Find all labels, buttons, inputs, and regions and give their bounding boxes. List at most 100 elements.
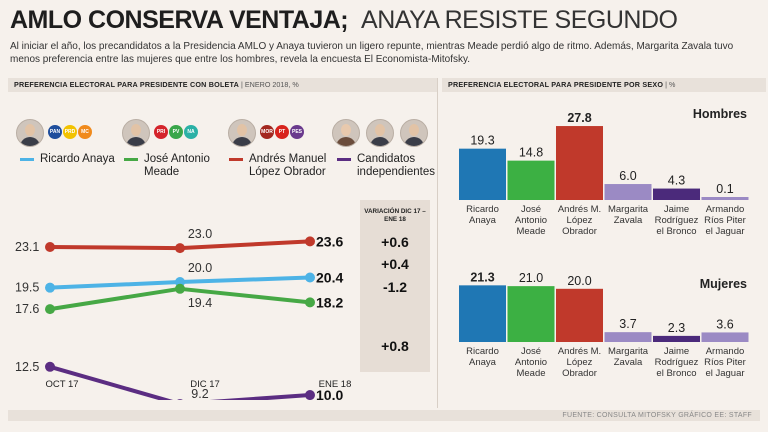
legend-swatch xyxy=(124,158,138,161)
bar xyxy=(507,286,555,342)
bar-category-label: Margarita xyxy=(608,204,649,215)
x-tick-label: OCT 17 xyxy=(45,379,78,390)
bar-category-label: Andrés M. xyxy=(558,204,601,215)
bar-category-label: Antonio xyxy=(515,357,547,368)
left-header-title: PREFERENCIA ELECTORAL PARA PRESIDENTE CO… xyxy=(14,80,239,89)
intro-text: Al iniciar el año, los precandidatos a l… xyxy=(10,41,734,65)
data-label: 19.5 xyxy=(15,281,39,295)
zavala-portrait xyxy=(332,119,360,147)
bar xyxy=(556,288,603,342)
bar-category-label: Meade xyxy=(516,226,545,237)
party-logo-icon: PAN xyxy=(48,125,62,139)
bar-value-label: 2.3 xyxy=(668,321,685,335)
meade-portrait xyxy=(122,119,150,147)
data-point xyxy=(305,390,315,400)
anaya-portrait xyxy=(16,119,44,147)
bar-value-label: 14.8 xyxy=(519,146,543,160)
bar-category-label: Obrador xyxy=(562,226,597,237)
variation-independientes: +0.8 xyxy=(381,338,409,354)
bar-category-label: Zavala xyxy=(614,357,643,368)
legend-swatch xyxy=(229,158,243,161)
bar-category-label: Obrador xyxy=(562,368,597,379)
party-logo-icon: PT xyxy=(275,125,289,139)
legend-swatch xyxy=(20,158,34,161)
bar-value-label: 3.7 xyxy=(619,317,636,331)
party-logo-icon: PV xyxy=(169,125,183,139)
data-point xyxy=(177,399,183,400)
legend-label: Andrés Manuel López Obrador xyxy=(249,153,327,178)
bar-value-label: 20.0 xyxy=(567,274,591,288)
source-credit: FUENTE: CONSULTA MITOFSKY GRÁFICO EE: ST… xyxy=(562,412,752,419)
bar-category-label: Jaime xyxy=(664,204,689,215)
bar-category-label: Meade xyxy=(516,368,545,379)
data-point xyxy=(175,283,185,294)
party-logo-icon: MC xyxy=(78,125,92,139)
data-point xyxy=(45,304,55,315)
variation-anaya: +0.4 xyxy=(381,256,409,272)
bar-value-label: 4.3 xyxy=(668,174,685,188)
bar-chart-title: Hombres xyxy=(693,107,747,121)
data-point xyxy=(175,243,185,254)
data-label: 23.0 xyxy=(188,227,212,241)
bar xyxy=(507,160,555,200)
bar-value-label: 21.0 xyxy=(519,271,543,285)
x-tick-label: DIC 17 xyxy=(190,379,220,390)
bar-category-label: el Bronco xyxy=(656,368,696,379)
data-label: 20.0 xyxy=(188,261,212,275)
bar xyxy=(459,285,506,342)
party-logo-icon: PES xyxy=(290,125,304,139)
bar-chart-title: Mujeres xyxy=(700,277,747,291)
data-point xyxy=(45,242,55,252)
bar-category-label: Ríos Piter xyxy=(704,215,746,226)
party-logo-icon: MOR xyxy=(260,125,274,139)
bar-category-label: Andrés M. xyxy=(558,346,601,357)
data-point xyxy=(305,272,315,283)
data-point xyxy=(45,361,55,372)
title-bold: AMLO CONSERVA VENTAJA; xyxy=(10,6,349,34)
bar xyxy=(653,335,700,342)
party-logo-icon: PRI xyxy=(154,125,168,139)
bar xyxy=(459,148,506,200)
data-label: 12.5 xyxy=(15,360,39,374)
rios-piter-portrait xyxy=(400,119,428,147)
bar-category-label: Ríos Piter xyxy=(704,357,746,368)
bar-category-label: Margarita xyxy=(608,346,649,357)
bar xyxy=(556,126,603,200)
title-light: ANAYA RESISTE SEGUNDO xyxy=(361,6,678,34)
bar xyxy=(604,184,652,200)
data-label: 10.0 xyxy=(316,387,343,400)
variation-amlo: +0.6 xyxy=(381,234,409,250)
line-chart: 23.1 23.0 23.6 19.5 20.0 20.4 17.6 19.4 18.2 12.5… xyxy=(15,227,352,400)
left-section-header: PREFERENCIA ELECTORAL PARA PRESIDENTE CO… xyxy=(8,78,438,92)
series-line xyxy=(49,364,311,400)
right-header-subtitle: | % xyxy=(665,80,676,89)
bar-category-label: Antonio xyxy=(515,215,547,226)
bar xyxy=(701,197,749,200)
bar-value-label: 27.8 xyxy=(567,111,591,125)
x-tick-label: ENE 18 xyxy=(319,379,352,390)
bar-value-label: 6.0 xyxy=(619,169,636,183)
bar-category-label: Ricardo xyxy=(466,346,499,357)
bar-category-label: Ricardo xyxy=(466,204,499,215)
variation-box: VARIACIÓN DIC 17 – ENE 18 +0.6 +0.4 -1.2… xyxy=(360,200,430,372)
data-label: 17.6 xyxy=(15,302,39,316)
section-divider xyxy=(437,78,438,408)
data-point xyxy=(305,236,315,247)
variation-header: VARIACIÓN DIC 17 – ENE 18 xyxy=(364,208,426,223)
legend-swatch xyxy=(337,158,351,161)
legend-label: Ricardo Anaya xyxy=(40,153,115,165)
bar-category-label: el Jaguar xyxy=(705,368,744,379)
bar-category-label: Anaya xyxy=(469,357,497,368)
data-label: 18.2 xyxy=(316,294,343,310)
bar-category-label: Armando xyxy=(706,346,745,357)
bar-category-label: el Jaguar xyxy=(705,226,744,237)
data-label: 20.4 xyxy=(316,270,343,286)
bar-value-label: 3.6 xyxy=(716,317,733,331)
bar-category-label: Jaime xyxy=(664,346,689,357)
party-logo-icon: PRD xyxy=(63,125,77,139)
variation-meade: -1.2 xyxy=(382,279,408,295)
party-logo-icon: NA xyxy=(184,125,198,139)
bronco-portrait xyxy=(366,119,394,147)
